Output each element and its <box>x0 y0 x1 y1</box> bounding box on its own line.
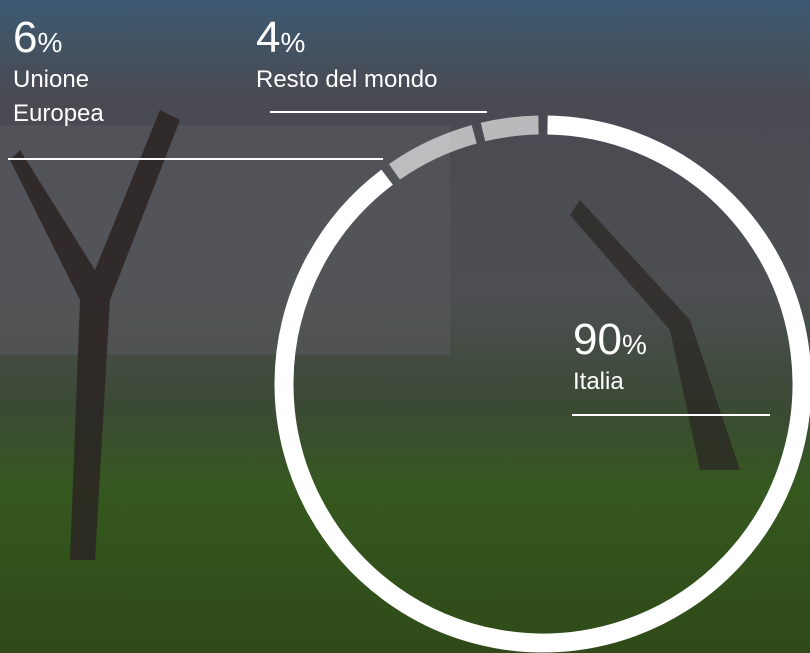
value-label: 4% <box>256 18 516 63</box>
donut-segment <box>483 125 538 132</box>
value-label: 90% <box>573 320 793 365</box>
value-unit: % <box>37 27 62 58</box>
value-unit: % <box>280 27 305 58</box>
segment-label: 6%Unione Europea <box>13 18 143 131</box>
segment-label: 90%Italia <box>573 320 793 399</box>
value-unit: % <box>622 329 647 360</box>
segment-label: 4%Resto del mondo <box>256 18 516 97</box>
value-number: 90 <box>573 315 622 364</box>
label-rule <box>270 111 487 113</box>
category-label: Resto del mondo <box>256 63 516 97</box>
category-label: Italia <box>573 365 793 399</box>
label-rule <box>572 414 770 416</box>
value-label: 6% <box>13 18 143 63</box>
category-label: Unione Europea <box>13 63 143 131</box>
page: 90%Italia6%Unione Europea4%Resto del mon… <box>0 0 810 653</box>
value-number: 6 <box>13 13 37 62</box>
value-number: 4 <box>256 13 280 62</box>
label-rule <box>8 158 383 160</box>
